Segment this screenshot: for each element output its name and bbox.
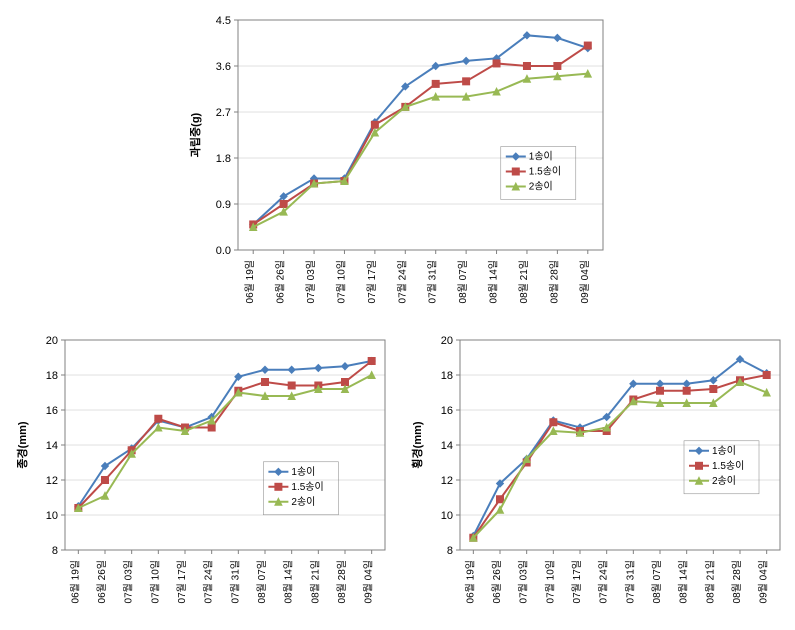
svg-text:4.5: 4.5 — [215, 15, 230, 27]
svg-text:8: 8 — [52, 545, 58, 557]
x-tick-label: 08월 28일 — [336, 560, 348, 603]
y-axis-title: 종경(mm) — [15, 421, 29, 468]
x-tick-label: 07월 17일 — [571, 560, 583, 603]
x-tick-label: 07월 10일 — [335, 260, 347, 303]
svg-text:14: 14 — [441, 440, 453, 452]
x-tick-label: 07월 24일 — [396, 260, 408, 303]
x-tick-label: 07월 03일 — [123, 560, 135, 603]
x-tick-label: 09월 04일 — [578, 260, 590, 303]
x-tick-label: 06월 19일 — [69, 560, 81, 603]
svg-text:14: 14 — [46, 440, 58, 452]
x-tick-label: 08월 28일 — [548, 260, 560, 303]
svg-text:1.8: 1.8 — [215, 153, 230, 165]
legend-label: 1송이 — [712, 445, 736, 457]
x-tick-label: 08월 21일 — [704, 560, 716, 603]
chart-svg: 0.0 0.9 1.8 2.7 3.6 4.5 06월 19일 06월 26일 07월 03일 0… — [183, 10, 613, 320]
legend-label: 2송이 — [712, 475, 736, 487]
svg-text:8: 8 — [447, 545, 453, 557]
x-tick-label: 06월 26일 — [491, 560, 503, 603]
svg-text:10: 10 — [441, 510, 453, 522]
legend-label: 2송이 — [528, 181, 552, 193]
svg-text:18: 18 — [441, 370, 453, 382]
x-tick-label: 07월 31일 — [624, 560, 636, 603]
chart-svg: 8 10 12 14 16 18 20 06월 19일 06월 26일 07월 03일 07월 10… — [405, 330, 790, 620]
x-tick-label: 08월 14일 — [678, 560, 690, 603]
svg-text:18: 18 — [46, 370, 58, 382]
x-tick-label: 08월 07일 — [457, 260, 469, 303]
svg-text:12: 12 — [46, 475, 58, 487]
svg-text:20: 20 — [441, 335, 453, 347]
y-axis-title: 횡경(mm) — [410, 421, 424, 468]
x-tick-label: 07월 17일 — [176, 560, 188, 603]
legend-label: 1.5송이 — [291, 481, 323, 493]
bottom-right-chart: 8 10 12 14 16 18 20 06월 19일 06월 26일 07월 03일 07월 10… — [405, 330, 790, 620]
x-tick-label: 08월 14일 — [283, 560, 295, 603]
svg-text:16: 16 — [46, 405, 58, 417]
svg-text:0.0: 0.0 — [215, 245, 230, 257]
x-tick-label: 09월 04일 — [363, 560, 375, 603]
x-tick-label: 07월 17일 — [365, 260, 377, 303]
x-tick-label: 08월 21일 — [517, 260, 529, 303]
y-axis-title: 과립중(g) — [188, 112, 202, 157]
legend-label: 1.5송이 — [712, 460, 744, 472]
series-line — [253, 35, 588, 224]
x-tick-label: 08월 07일 — [651, 560, 663, 603]
legend-label: 1송이 — [528, 151, 552, 163]
series-line — [78, 375, 371, 508]
series-line — [253, 46, 588, 225]
chart-svg: 8 10 12 14 16 18 20 06월 19일 06월 26일 07월 03일 07월 10… — [10, 330, 395, 620]
legend-label: 1송이 — [291, 466, 315, 478]
x-tick-label: 09월 04일 — [758, 560, 770, 603]
x-tick-label: 07월 24일 — [598, 560, 610, 603]
x-tick-label: 06월 19일 — [244, 260, 256, 303]
svg-text:20: 20 — [46, 335, 58, 347]
x-tick-label: 07월 03일 — [518, 560, 530, 603]
x-tick-label: 08월 07일 — [256, 560, 268, 603]
x-tick-label: 06월 26일 — [274, 260, 286, 303]
svg-text:16: 16 — [441, 405, 453, 417]
svg-text:12: 12 — [441, 475, 453, 487]
x-tick-label: 08월 21일 — [309, 560, 321, 603]
top-chart-weight: 0.0 0.9 1.8 2.7 3.6 4.5 06월 19일 06월 26일 07월 03일 0… — [183, 10, 613, 320]
x-tick-label: 08월 28일 — [731, 560, 743, 603]
legend-label: 2송이 — [291, 496, 315, 508]
svg-text:10: 10 — [46, 510, 58, 522]
x-tick-label: 07월 10일 — [149, 560, 161, 603]
x-tick-label: 07월 31일 — [426, 260, 438, 303]
x-tick-label: 06월 19일 — [464, 560, 476, 603]
series-line — [78, 361, 371, 506]
x-tick-label: 07월 10일 — [544, 560, 556, 603]
bottom-left-chart: 8 10 12 14 16 18 20 06월 19일 06월 26일 07월 03일 07월 10… — [10, 330, 395, 620]
bottom-charts-row: 8 10 12 14 16 18 20 06월 19일 06월 26일 07월 03일 07월 10… — [10, 330, 785, 620]
svg-text:0.9: 0.9 — [215, 199, 230, 211]
x-tick-label: 07월 03일 — [305, 260, 317, 303]
svg-text:2.7: 2.7 — [215, 107, 230, 119]
legend-label: 1.5송이 — [528, 166, 560, 178]
x-tick-label: 07월 31일 — [229, 560, 241, 603]
x-tick-label: 08월 14일 — [487, 260, 499, 303]
x-tick-label: 07월 24일 — [203, 560, 215, 603]
x-tick-label: 06월 26일 — [96, 560, 108, 603]
svg-text:3.6: 3.6 — [215, 61, 230, 73]
series-line — [78, 361, 371, 508]
